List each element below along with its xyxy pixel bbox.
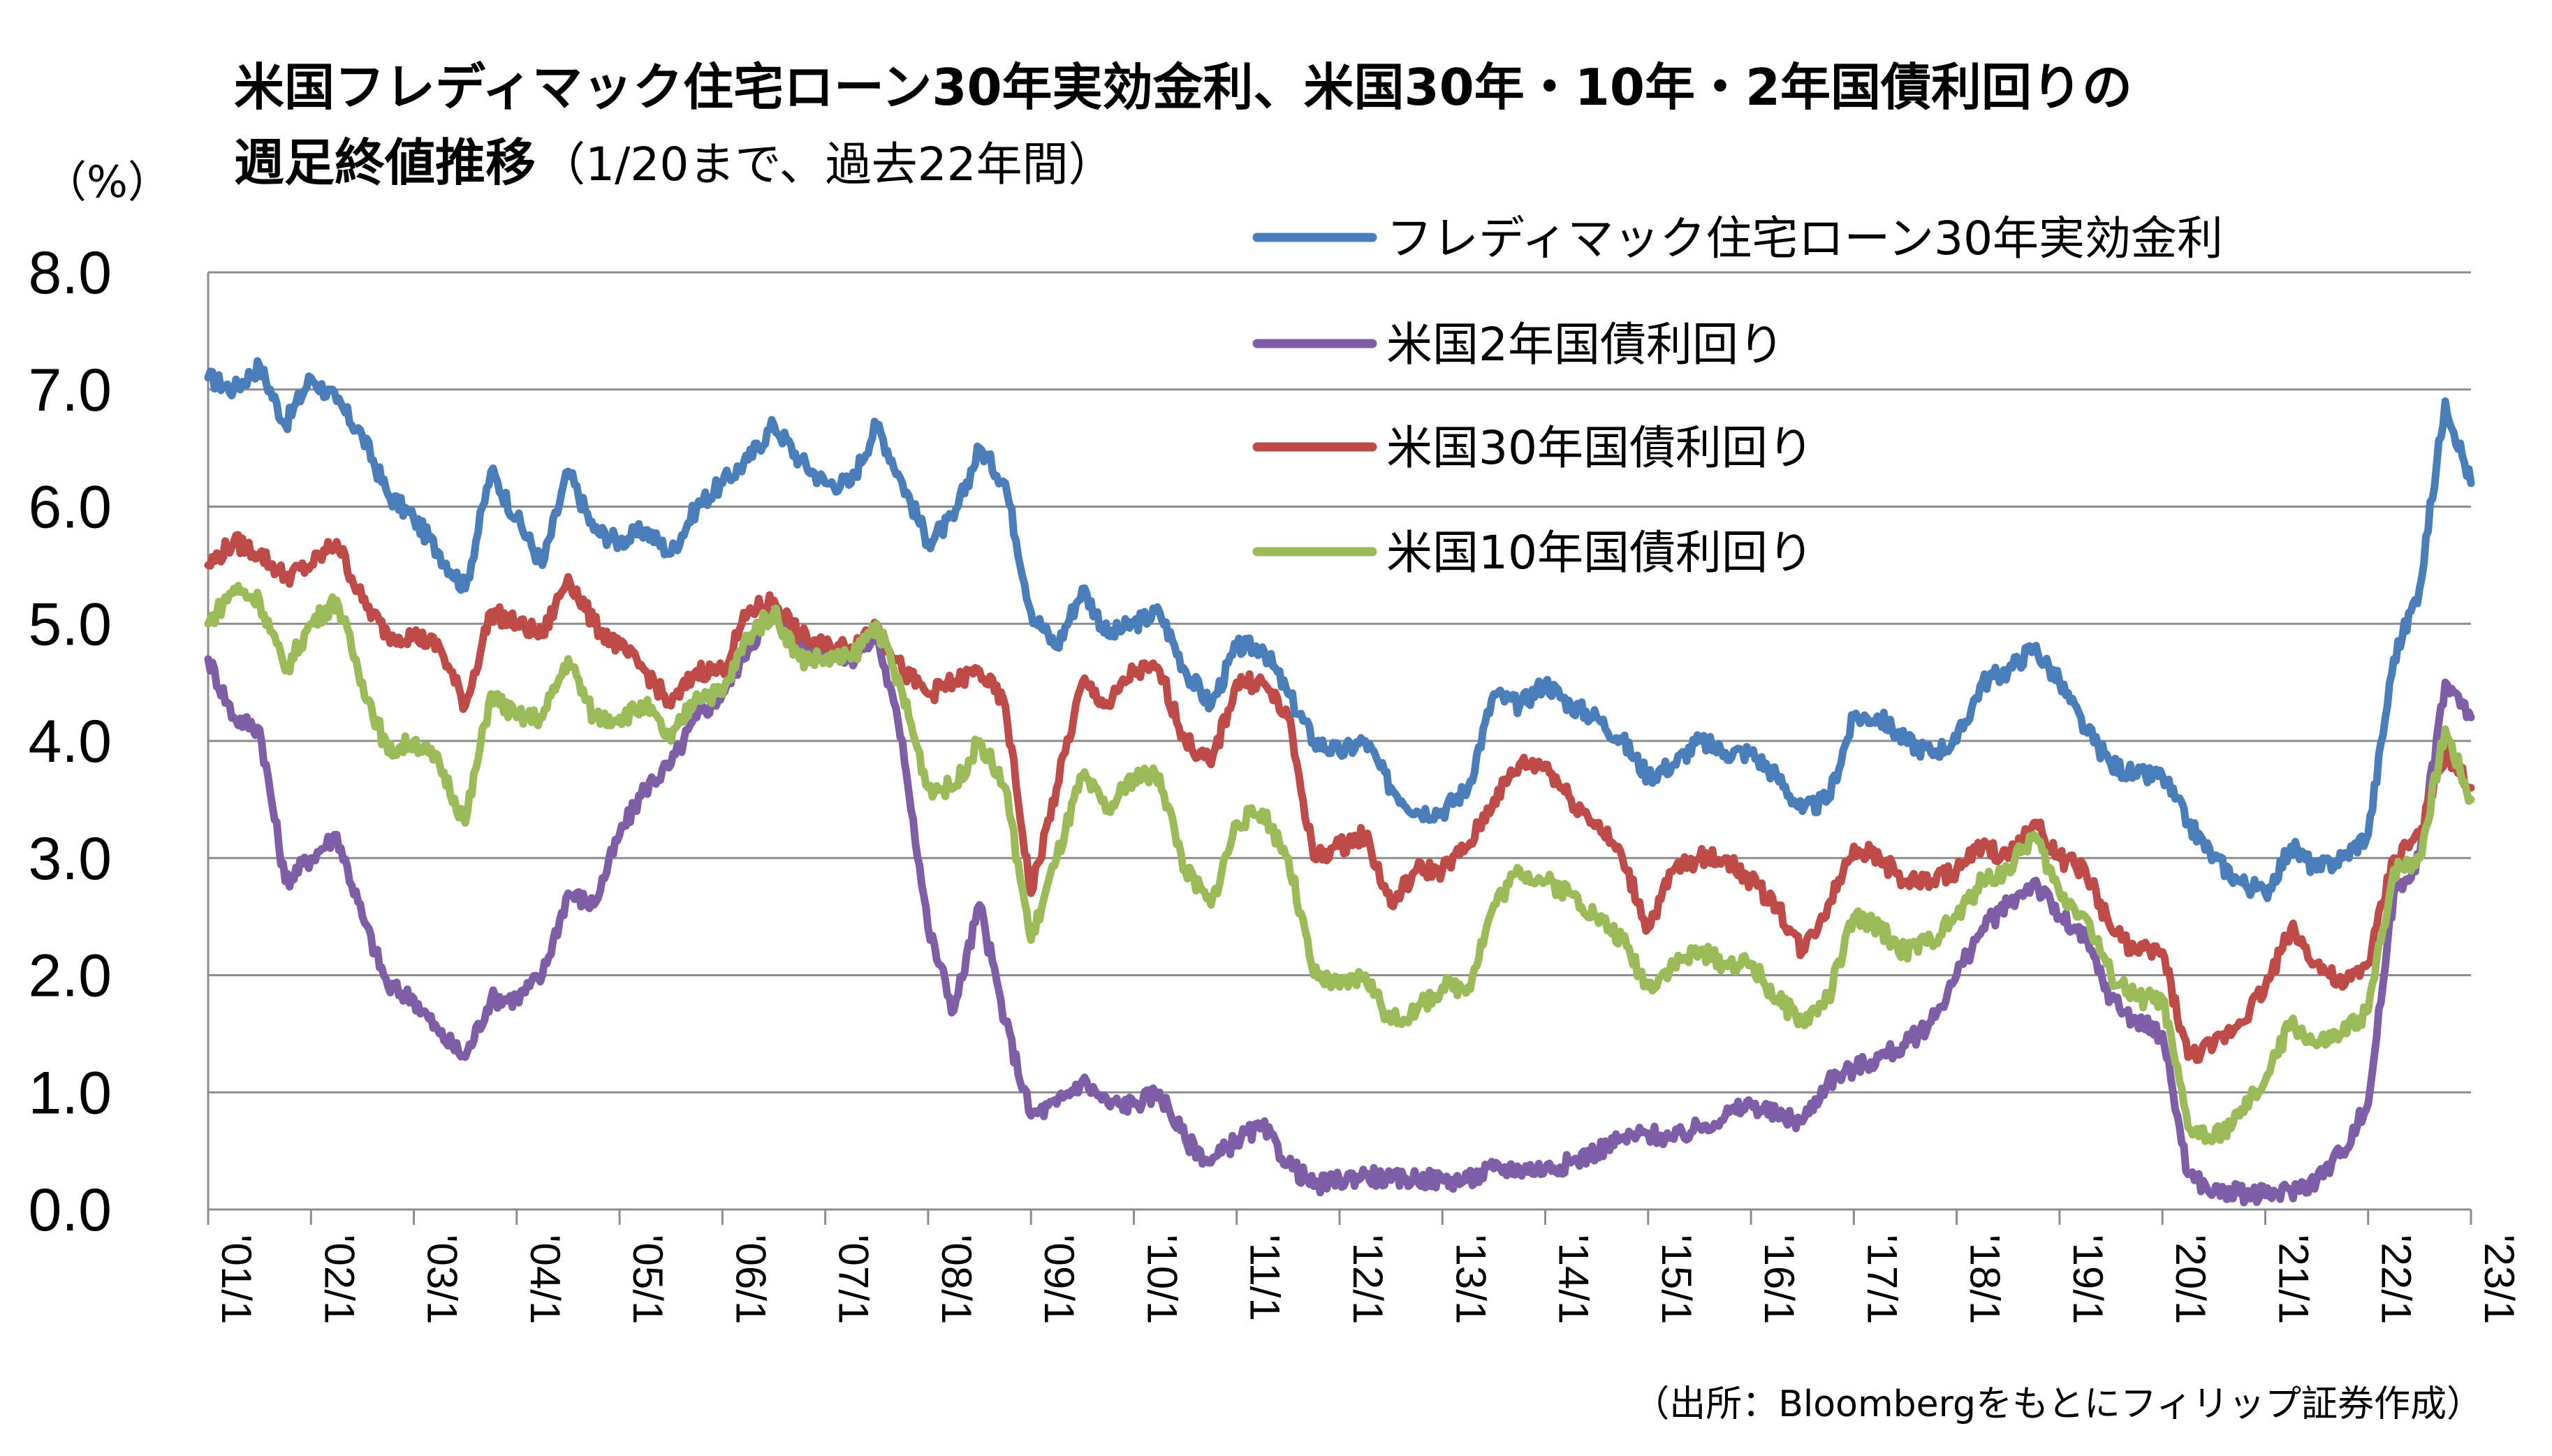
legend: フレディマック住宅ローン30年実効金利米国2年国債利回り米国30年国債利回り米国… bbox=[1252, 212, 2223, 580]
chart-title-line2-bold: 週足終値推移 bbox=[234, 133, 536, 192]
x-tick-label: '01/1 bbox=[213, 1235, 260, 1324]
x-tick-label: '07/1 bbox=[830, 1235, 877, 1324]
x-tick-label: '18/1 bbox=[1962, 1235, 2009, 1324]
series-line-0 bbox=[204, 357, 2475, 902]
x-tick-label: '14/1 bbox=[1550, 1235, 1597, 1324]
y-tick-label: 1.0 bbox=[28, 1059, 112, 1126]
x-tick-label: '17/1 bbox=[1858, 1235, 1905, 1324]
y-tick-label: 8.0 bbox=[28, 240, 112, 307]
x-tick-label: '12/1 bbox=[1344, 1235, 1391, 1324]
x-tick-label: '23/1 bbox=[2476, 1235, 2523, 1324]
x-tick-label: '02/1 bbox=[316, 1235, 362, 1324]
x-tick-label: '03/1 bbox=[419, 1235, 466, 1324]
x-tick-label: '05/1 bbox=[624, 1235, 671, 1324]
y-tick-label: 2.0 bbox=[28, 943, 112, 1010]
x-tick-label: '13/1 bbox=[1447, 1235, 1494, 1324]
source-note: （出所：Bloombergをもとにフィリップ証券作成） bbox=[1633, 1383, 2483, 1425]
legend-label: フレディマック住宅ローン30年実効金利 bbox=[1386, 212, 2223, 265]
y-tick-label: 7.0 bbox=[28, 357, 112, 424]
x-tick-label: '06/1 bbox=[727, 1235, 774, 1324]
series-line-3 bbox=[204, 582, 2475, 1146]
x-tick-label: '08/1 bbox=[933, 1235, 980, 1324]
x-tick-label: '16/1 bbox=[1756, 1235, 1803, 1324]
x-tick-label: '15/1 bbox=[1653, 1235, 1700, 1324]
grid-lines bbox=[208, 271, 2471, 1094]
y-axis-unit: （%） bbox=[43, 156, 171, 207]
y-tick-label: 5.0 bbox=[28, 591, 112, 658]
legend-label: 米国2年国債利回り bbox=[1386, 318, 1784, 372]
x-axis: '01/1 '02/1 '03/1 '04/1 '05/1 '06/1 '07/1 '08/1… bbox=[207, 272, 2523, 1324]
x-tick-label: '04/1 bbox=[522, 1235, 569, 1324]
legend-label: 米国30年国債利回り bbox=[1386, 421, 1814, 475]
series-lines bbox=[204, 357, 2475, 1207]
x-tick-label: '10/1 bbox=[1138, 1235, 1185, 1324]
y-tick-label: 6.0 bbox=[28, 474, 112, 541]
series-line-2 bbox=[204, 531, 2475, 1064]
y-tick-label: 0.0 bbox=[28, 1177, 112, 1244]
y-tick-label: 4.0 bbox=[28, 708, 112, 775]
x-tick-label: '19/1 bbox=[2065, 1235, 2111, 1324]
x-tick-label: '21/1 bbox=[2270, 1235, 2317, 1324]
chart-title-line2: 週足終値推移 （1/20まで、過去22年間） bbox=[234, 133, 1115, 192]
y-axis-ticks: 0.0 1.0 2.0 3.0 4.0 5.0 6.0 7.0 8.0 bbox=[28, 240, 112, 1244]
x-tick-label: '22/1 bbox=[2373, 1235, 2420, 1324]
x-tick-label: '11/1 bbox=[1242, 1235, 1289, 1321]
series-line-1 bbox=[204, 605, 2475, 1207]
legend-label: 米国10年国債利回り bbox=[1386, 526, 1814, 580]
x-tick-label: '20/1 bbox=[2167, 1235, 2214, 1324]
chart-title-line2-normal: （1/20まで、過去22年間） bbox=[539, 138, 1115, 191]
chart-title-line1: 米国フレディマック住宅ローン30年実効金利、米国30年・10年・2年国債利回りの bbox=[234, 58, 2132, 117]
x-tick-label: '09/1 bbox=[1036, 1235, 1083, 1324]
y-tick-label: 3.0 bbox=[28, 825, 112, 892]
